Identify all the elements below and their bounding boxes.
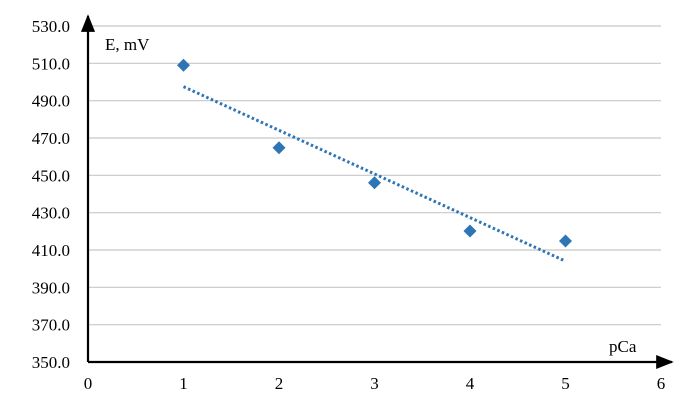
y-tick-label: 350.0 (32, 353, 70, 372)
x-tick-label: 4 (466, 374, 475, 393)
y-tick-label: 530.0 (32, 17, 70, 36)
x-tick-labels: 0 1 2 3 4 5 6 (84, 374, 666, 393)
data-point (177, 58, 190, 72)
trendline (182, 85, 567, 263)
y-tick-label: 370.0 (32, 316, 70, 335)
y-axis-title: E, mV (105, 35, 150, 54)
x-tick-label: 5 (561, 374, 570, 393)
data-point (368, 176, 381, 190)
x-tick-label: 6 (657, 374, 666, 393)
data-point (559, 234, 572, 248)
y-tick-label: 390.0 (32, 278, 70, 297)
y-tick-label: 410.0 (32, 241, 70, 260)
y-tick-label: 450.0 (32, 166, 70, 185)
x-axis-title: pCa (609, 337, 637, 356)
y-tick-labels: 350.0 370.0 390.0 410.0 430.0 450.0 470.0 490.0… (32, 17, 70, 372)
x-tick-label: 2 (275, 374, 284, 393)
y-tick-label: 470.0 (32, 129, 70, 148)
x-tick-label: 3 (370, 374, 379, 393)
data-point (463, 224, 477, 238)
y-tick-label: 430.0 (32, 204, 70, 223)
axes (80, 14, 674, 370)
data-point (272, 141, 286, 155)
x-tick-label: 1 (179, 374, 188, 393)
y-tick-label: 510.0 (32, 54, 70, 73)
y-tick-label: 490.0 (32, 92, 70, 111)
x-tick-label: 0 (84, 374, 93, 393)
data-points (177, 58, 572, 248)
